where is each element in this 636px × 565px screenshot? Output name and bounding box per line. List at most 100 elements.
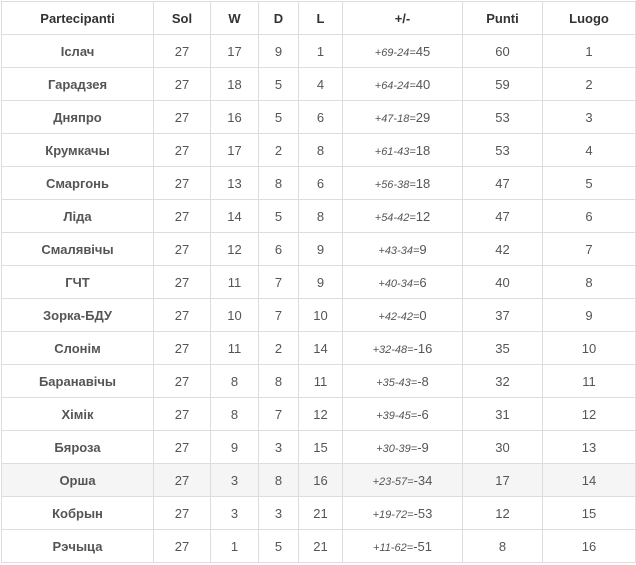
goal-difference-cell: +54-42=12 — [342, 199, 463, 233]
goal-difference-cell: +30-39=-9 — [342, 430, 463, 464]
l-cell: 12 — [298, 397, 343, 431]
team-cell: Крумкачы — [1, 133, 154, 167]
d-cell: 9 — [258, 34, 299, 68]
team-cell: Ліда — [1, 199, 154, 233]
sol-cell: 27 — [153, 199, 211, 233]
goal-difference-cell: +19-72=-53 — [342, 496, 463, 530]
goal-difference-cell: +64-24=40 — [342, 67, 463, 101]
l-cell: 1 — [298, 34, 343, 68]
pos-cell: 5 — [542, 166, 636, 200]
table-row: Зорка-БДУ 27 10 7 10 +42-42=0 37 9 — [1, 298, 636, 332]
team-cell: Смалявічы — [1, 232, 154, 266]
team-cell: Смаргонь — [1, 166, 154, 200]
goals: +61-43= — [374, 145, 416, 158]
table-row: Іслач 27 17 9 1 +69-24=45 60 1 — [1, 34, 636, 68]
column-header: W — [210, 1, 259, 35]
w-cell: 9 — [210, 430, 259, 464]
table-row: Рэчыца 27 1 5 21 +11-62=-51 8 16 — [1, 529, 636, 563]
d-cell: 5 — [258, 67, 299, 101]
l-cell: 8 — [298, 133, 343, 167]
diff: -8 — [417, 373, 429, 389]
team-cell: Хімік — [1, 397, 154, 431]
w-cell: 11 — [210, 331, 259, 365]
sol-cell: 27 — [153, 430, 211, 464]
goals: +11-62= — [373, 541, 414, 554]
goal-difference-cell: +61-43=18 — [342, 133, 463, 167]
column-header: Punti — [462, 1, 543, 35]
team-cell: Орша — [1, 463, 154, 497]
pos-cell: 8 — [542, 265, 636, 299]
team-cell: Зорка-БДУ — [1, 298, 154, 332]
goals: +47-18= — [374, 112, 416, 125]
goals: +40-34= — [378, 277, 420, 290]
goal-difference-cell: +40-34=6 — [342, 265, 463, 299]
table-row: Бяроза 27 9 3 15 +30-39=-9 30 13 — [1, 430, 636, 464]
d-cell: 3 — [258, 496, 299, 530]
diff: -16 — [413, 340, 433, 356]
pos-cell: 1 — [542, 34, 636, 68]
goals: +43-34= — [378, 244, 420, 257]
header-row: Partecipanti Sol W D L +/- Punti Luogo — [1, 1, 636, 35]
pts-cell: 47 — [462, 199, 543, 233]
pts-cell: 40 — [462, 265, 543, 299]
diff: 12 — [415, 208, 431, 224]
column-header: Partecipanti — [1, 1, 154, 35]
sol-cell: 27 — [153, 463, 211, 497]
l-cell: 14 — [298, 331, 343, 365]
table-row: Слонім 27 11 2 14 +32-48=-16 35 10 — [1, 331, 636, 365]
diff: 29 — [415, 109, 431, 125]
goals: +56-38= — [374, 178, 416, 191]
d-cell: 5 — [258, 100, 299, 134]
pts-cell: 8 — [462, 529, 543, 563]
sol-cell: 27 — [153, 100, 211, 134]
column-header: Sol — [153, 1, 211, 35]
sol-cell: 27 — [153, 133, 211, 167]
diff: 18 — [415, 175, 431, 191]
d-cell: 8 — [258, 166, 299, 200]
sol-cell: 27 — [153, 34, 211, 68]
sol-cell: 27 — [153, 397, 211, 431]
w-cell: 11 — [210, 265, 259, 299]
pos-cell: 6 — [542, 199, 636, 233]
pts-cell: 42 — [462, 232, 543, 266]
pos-cell: 16 — [542, 529, 636, 563]
diff: 45 — [415, 43, 431, 59]
goals: +39-45= — [376, 409, 418, 422]
team-cell: Гарадзея — [1, 67, 154, 101]
pts-cell: 32 — [462, 364, 543, 398]
table-row: Гарадзея 27 18 5 4 +64-24=40 59 2 — [1, 67, 636, 101]
goals: +64-24= — [374, 79, 416, 92]
pos-cell: 13 — [542, 430, 636, 464]
diff: -6 — [417, 406, 429, 422]
table-row: Хімік 27 8 7 12 +39-45=-6 31 12 — [1, 397, 636, 431]
goals: +69-24= — [374, 46, 416, 59]
team-cell: Слонім — [1, 331, 154, 365]
d-cell: 8 — [258, 364, 299, 398]
sol-cell: 27 — [153, 67, 211, 101]
w-cell: 1 — [210, 529, 259, 563]
team-cell: ГЧТ — [1, 265, 154, 299]
pos-cell: 2 — [542, 67, 636, 101]
sol-cell: 27 — [153, 364, 211, 398]
sol-cell: 27 — [153, 496, 211, 530]
pts-cell: 35 — [462, 331, 543, 365]
pos-cell: 7 — [542, 232, 636, 266]
table-row: ГЧТ 27 11 7 9 +40-34=6 40 8 — [1, 265, 636, 299]
pts-cell: 47 — [462, 166, 543, 200]
l-cell: 16 — [298, 463, 343, 497]
w-cell: 8 — [210, 397, 259, 431]
table-row: Орша 27 3 8 16 +23-57=-34 17 14 — [1, 463, 636, 497]
goal-difference-cell: +23-57=-34 — [342, 463, 463, 497]
d-cell: 8 — [258, 463, 299, 497]
l-cell: 11 — [298, 364, 343, 398]
goal-difference-cell: +11-62=-51 — [342, 529, 463, 563]
w-cell: 3 — [210, 463, 259, 497]
l-cell: 9 — [298, 232, 343, 266]
w-cell: 17 — [210, 34, 259, 68]
d-cell: 6 — [258, 232, 299, 266]
goal-difference-cell: +39-45=-6 — [342, 397, 463, 431]
goals: +23-57= — [372, 475, 414, 488]
pts-cell: 30 — [462, 430, 543, 464]
pos-cell: 10 — [542, 331, 636, 365]
